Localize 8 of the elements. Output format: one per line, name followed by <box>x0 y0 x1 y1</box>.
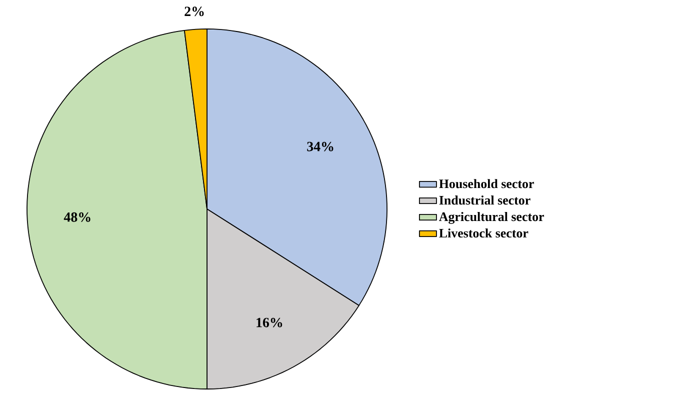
data-label: 48% <box>64 212 90 222</box>
legend-label: Agricultural sector <box>439 212 544 224</box>
legend-label: Livestock sector <box>439 228 528 238</box>
legend-label: Industrial sector <box>439 196 530 205</box>
data-label: 34% <box>307 142 334 152</box>
legend-label: Household sector <box>439 179 534 188</box>
data-label: 16% <box>256 318 282 328</box>
data-label: 2% <box>184 6 204 16</box>
